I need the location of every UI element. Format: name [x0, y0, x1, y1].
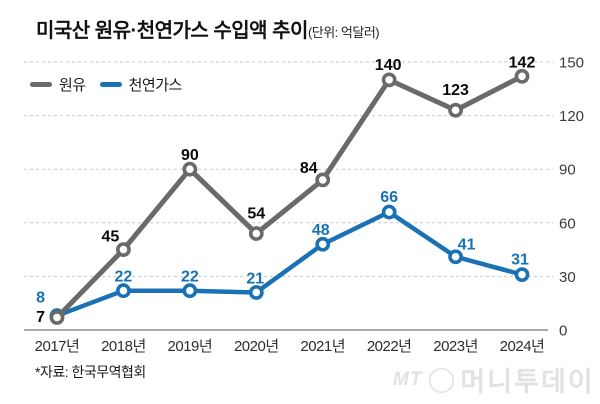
- data-label-원유-2018년: 45: [102, 229, 120, 246]
- data-point-원유-2019년: [182, 161, 198, 177]
- legend-label-natural-gas: 천연가스: [128, 77, 183, 94]
- x-axis-tick-7: 2023년: [433, 338, 478, 355]
- x-axis-tick-4: 2020년: [234, 338, 279, 355]
- data-label-천연가스-2021년: 48: [312, 222, 330, 239]
- x-axis-tick-1: 2017년: [35, 338, 80, 355]
- data-label-원유-2020년: 54: [247, 206, 265, 223]
- data-label-천연가스-2024년: 31: [511, 252, 529, 269]
- y-axis-tick-30: 30: [559, 269, 576, 286]
- data-point-천연가스-2022년: [381, 204, 397, 220]
- data-point-천연가스-2018년: [116, 283, 131, 299]
- data-label-천연가스-2023년: 41: [458, 237, 476, 254]
- legend-label-crude-oil: 원유: [59, 77, 86, 94]
- chart-title: 미국산 원유·천연가스 수입액 추이: [36, 20, 308, 42]
- x-axis-tick-5: 2021년: [300, 338, 345, 355]
- y-axis-tick-150: 150: [559, 54, 584, 71]
- crude-oil-line-swatch: [30, 82, 52, 87]
- data-label-원유-2019년: 90: [181, 147, 199, 164]
- data-label-원유-2017년: 7: [36, 309, 45, 326]
- watermark-mt-monogram: MT: [393, 368, 423, 390]
- x-axis-tick-3: 2019년: [168, 338, 213, 355]
- chart-unit-label: (단위: 억달러): [307, 25, 380, 40]
- natural-gas-line-swatch: [99, 82, 122, 87]
- data-label-천연가스-2018년: 22: [115, 269, 133, 286]
- data-point-원유-2022년: [381, 72, 397, 88]
- data-point-원유-2021년: [315, 172, 331, 188]
- series-line-천연가스: [54, 209, 525, 318]
- y-axis-tick-90: 90: [559, 162, 576, 179]
- data-label-원유-2024년: 142: [509, 54, 536, 71]
- data-point-원유-2017년: [49, 310, 65, 325]
- legend-item-natural-gas: 천연가스: [99, 74, 183, 95]
- data-point-천연가스-2019년: [182, 283, 198, 299]
- y-axis-tick-120: 120: [559, 108, 584, 125]
- data-label-천연가스-2017년: 8: [36, 290, 45, 307]
- chart-legend: 원유 천연가스: [30, 74, 182, 95]
- legend-item-crude-oil: 원유: [30, 74, 86, 95]
- data-point-원유-2023년: [448, 102, 463, 118]
- x-axis-tick-2: 2018년: [101, 338, 146, 355]
- data-point-원유-2020년: [248, 226, 264, 241]
- data-point-천연가스-2020년: [248, 285, 264, 300]
- data-point-원유-2018년: [116, 242, 131, 257]
- watermark-moneytoday-text: 머니투데이: [460, 367, 595, 397]
- data-label-천연가스-2022년: 66: [380, 189, 398, 206]
- series-line-원유: [54, 73, 525, 320]
- source-note: *자료: 한국무역협회: [35, 364, 146, 380]
- data-point-천연가스-2024년: [514, 267, 530, 283]
- data-label-원유-2021년: 84: [300, 160, 318, 177]
- chart-header: 미국산 원유·천연가스 수입액 추이(단위: 억달러): [36, 14, 380, 43]
- data-label-천연가스-2020년: 21: [246, 270, 264, 287]
- data-label-천연가스-2019년: 22: [181, 269, 199, 286]
- y-axis-tick-60: 60: [559, 215, 576, 232]
- data-point-원유-2024년: [514, 68, 530, 84]
- y-axis-tick-0: 0: [559, 323, 567, 340]
- x-axis-tick-8: 2024년: [500, 338, 545, 355]
- data-label-원유-2023년: 123: [442, 82, 469, 99]
- x-axis-tick-6: 2022년: [367, 338, 412, 355]
- data-point-천연가스-2023년: [448, 249, 463, 265]
- data-point-천연가스-2021년: [315, 236, 331, 252]
- data-label-원유-2022년: 140: [375, 57, 402, 74]
- publisher-watermark: MT ◯ 머니투데이: [393, 360, 595, 399]
- watermark-circle-icon: ◯: [427, 365, 456, 393]
